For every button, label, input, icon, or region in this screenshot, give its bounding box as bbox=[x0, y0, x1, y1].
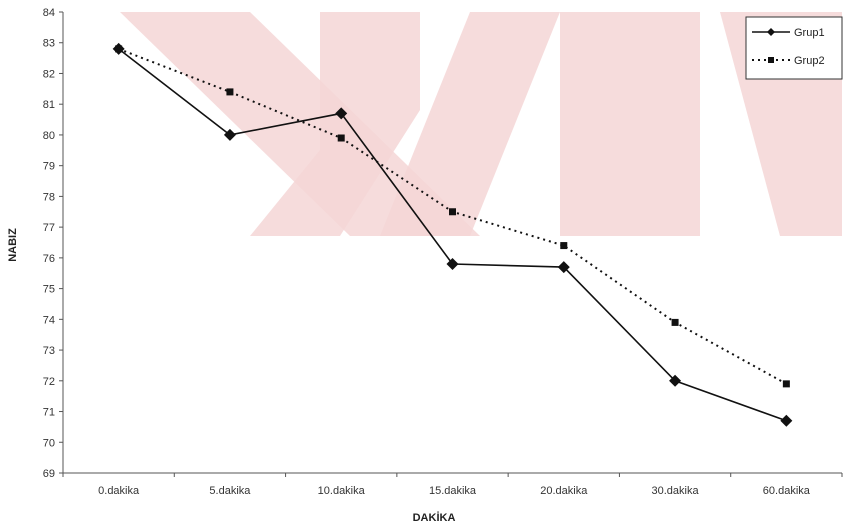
y-tick-label: 76 bbox=[43, 253, 55, 265]
data-point-square bbox=[560, 242, 568, 250]
x-tick-label: 10.dakika bbox=[318, 485, 366, 497]
data-point-square bbox=[449, 208, 456, 216]
y-axis-ticks: 69 70 71 72 73 74 75 76 77 78 79 80 81 82 83 84 bbox=[43, 7, 63, 480]
y-tick-label: 69 bbox=[43, 468, 55, 480]
data-point-diamond bbox=[335, 107, 348, 120]
x-tick-label: 0.dakika bbox=[98, 485, 140, 497]
data-point-square bbox=[226, 88, 234, 96]
series-layer bbox=[112, 42, 793, 427]
legend-item: Grup1 bbox=[752, 27, 825, 39]
watermark-shape bbox=[250, 12, 420, 236]
data-point-diamond bbox=[446, 258, 459, 271]
y-tick-label: 81 bbox=[43, 99, 55, 111]
y-tick-label: 75 bbox=[43, 284, 55, 296]
legend-marker-diamond bbox=[767, 28, 775, 36]
x-tick-label: 20.dakika bbox=[540, 485, 588, 497]
legend-box bbox=[745, 16, 843, 80]
y-tick-label: 80 bbox=[43, 130, 55, 142]
data-point-square bbox=[337, 134, 345, 142]
data-point-square bbox=[671, 318, 679, 326]
watermark-shape bbox=[560, 12, 700, 236]
data-point-square bbox=[115, 45, 123, 53]
y-tick-label: 71 bbox=[43, 407, 55, 419]
data-point-diamond bbox=[780, 414, 793, 427]
watermark-shape bbox=[380, 12, 560, 236]
x-axis-label: DAKİKA bbox=[413, 511, 456, 524]
x-axis-ticks: 0.dakika 5.dakika 10.dakika 15.dakika 20.dak… bbox=[62, 473, 843, 497]
legend: Grup1 Grup2 bbox=[745, 16, 843, 80]
x-tick-label: 30.dakika bbox=[652, 485, 700, 497]
y-tick-label: 77 bbox=[43, 222, 55, 234]
y-tick-label: 72 bbox=[43, 376, 55, 388]
y-tick-label: 84 bbox=[43, 7, 55, 19]
data-point-diamond bbox=[557, 261, 570, 274]
y-tick-label: 83 bbox=[43, 38, 55, 50]
y-tick-label: 70 bbox=[43, 437, 55, 449]
legend-marker-square bbox=[768, 57, 774, 63]
data-point-diamond bbox=[669, 374, 682, 387]
series-Grup1 bbox=[112, 42, 793, 427]
legend-item: Grup2 bbox=[752, 55, 825, 67]
x-tick-label: 60.dakika bbox=[763, 485, 811, 497]
legend-label: Grup2 bbox=[794, 55, 825, 67]
data-point-diamond bbox=[223, 128, 236, 141]
data-point-square bbox=[782, 380, 790, 388]
y-tick-label: 78 bbox=[43, 191, 55, 203]
background-watermark bbox=[120, 12, 842, 236]
legend-label: Grup1 bbox=[794, 27, 825, 39]
y-axis-label: NABIZ bbox=[7, 228, 19, 262]
x-tick-label: 15.dakika bbox=[429, 485, 477, 497]
y-tick-label: 82 bbox=[43, 68, 55, 80]
series-Grup2 bbox=[115, 45, 790, 388]
y-tick-label: 74 bbox=[43, 314, 55, 326]
x-tick-label: 5.dakika bbox=[209, 485, 251, 497]
y-tick-label: 79 bbox=[43, 161, 55, 173]
y-tick-label: 73 bbox=[43, 345, 55, 357]
